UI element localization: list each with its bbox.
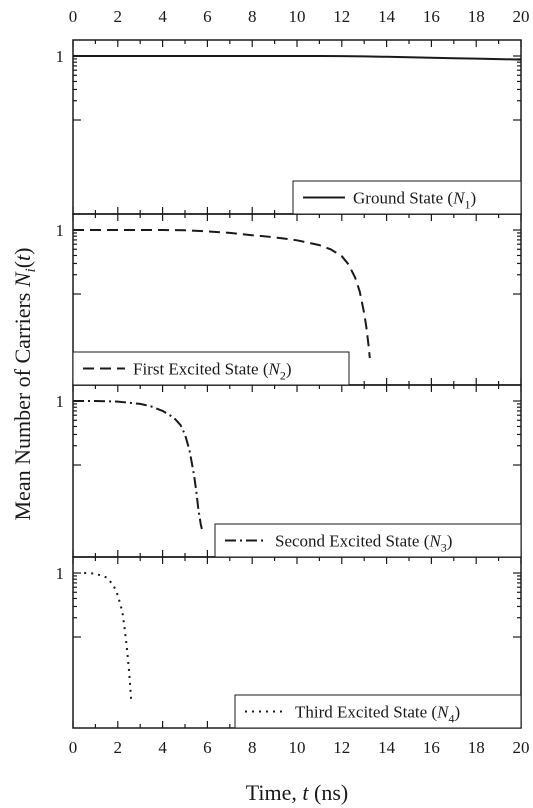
x-tick-label-bottom: 8 — [248, 738, 257, 757]
x-tick-label-top: 16 — [423, 7, 440, 26]
x-tick-label-bottom: 20 — [513, 738, 530, 757]
legend-layer: Ground State (N1) First Excited State (N2… — [72, 180, 522, 729]
y-tick-label: 1 — [56, 564, 65, 583]
legend-box — [234, 694, 522, 729]
x-tick-label-bottom: 16 — [423, 738, 440, 757]
series-line — [84, 572, 133, 702]
x-tick-label-top: 8 — [248, 7, 257, 26]
x-tick-label-bottom: 2 — [114, 738, 123, 757]
x-tick-label-top: 12 — [333, 7, 350, 26]
x-tick-label-top: 2 — [114, 7, 123, 26]
y-axis-title: Mean Number of Carriers Ni(t) — [10, 247, 39, 520]
x-tick-label-bottom: 4 — [158, 738, 167, 757]
y-tick-label: 1 — [56, 47, 65, 66]
x-tick-label-bottom: 10 — [289, 738, 306, 757]
x-tick-label-top: 18 — [468, 7, 485, 26]
x-tick-label-top: 14 — [378, 7, 396, 26]
x-axis-title: Time, t (ns) — [246, 780, 349, 805]
legend-label: Third Excited State (N4) — [295, 703, 460, 726]
series-line — [73, 400, 203, 530]
legend-box — [214, 523, 522, 558]
series-line — [73, 55, 522, 61]
x-tick-label-top: 6 — [203, 7, 212, 26]
series-line — [73, 229, 371, 359]
x-tick-label-bottom: 6 — [203, 738, 212, 757]
x-tick-label-top: 4 — [158, 7, 167, 26]
y-tick-label: 1 — [56, 392, 65, 411]
x-tick-label-top: 20 — [513, 7, 530, 26]
curve-layer — [73, 55, 522, 702]
x-tick-label-top: 10 — [289, 7, 306, 26]
y-tick-label: 1 — [56, 221, 65, 240]
legend-label: Second Excited State (N3) — [275, 532, 452, 555]
x-tick-label-bottom: 0 — [69, 738, 78, 757]
tick-label-layer: 0 0 2 2 4 4 6 6 8 8 10 10 12 12 14 14 16 16 18 18 20 20 1 1 1 1 — [56, 7, 530, 757]
x-tick-label-bottom: 18 — [468, 738, 485, 757]
x-tick-label-bottom: 12 — [333, 738, 350, 757]
x-tick-label-top: 0 — [69, 7, 78, 26]
x-tick-label-bottom: 14 — [378, 738, 396, 757]
legend-label: Ground State (N1) — [353, 189, 476, 212]
legend-label: First Excited State (N2) — [133, 360, 292, 383]
